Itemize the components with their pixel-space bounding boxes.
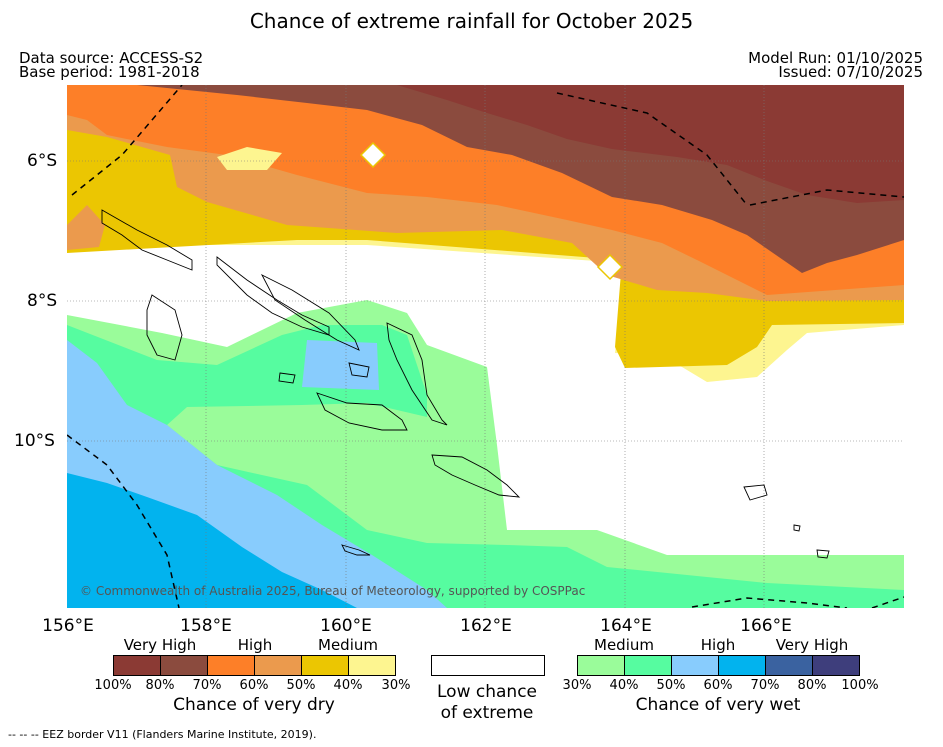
dry-60-blob [67,205,105,250]
wet-swatch-40 [624,655,672,676]
dry-swatch-70 [207,655,255,676]
dry-swatch-100 [113,655,161,676]
low-chance-line1: Low chance [437,682,537,702]
dry-category-medium: Medium [318,636,378,654]
wet-percent: 30% [562,678,592,693]
lat-label-6s: 6°S [27,151,58,171]
lat-label-10s: 10°S [14,431,55,451]
rennell [341,544,371,556]
dry-legend-caption: Chance of very dry [173,695,335,715]
wet-percent: 70% [750,678,780,693]
island-outlines [101,209,830,559]
wet-swatch-80 [812,655,860,676]
wet-percent: 60% [703,678,733,693]
utupua [793,524,801,532]
wet-category-high: High [700,636,736,654]
lon-label-164e: 164°E [600,616,652,636]
wet-swatch-60 [718,655,766,676]
dry-percent: 100% [94,678,132,693]
dry-category-high: High [237,636,273,654]
russell [278,372,296,384]
lon-label-162e: 162°E [460,616,512,636]
wet-legend-caption: Chance of very wet [635,695,801,715]
map-credit: © Commonwealth of Australia 2025, Bureau… [80,584,586,598]
wet-swatch-70 [765,655,813,676]
dry-percent: 70% [192,678,222,693]
rainfall-map: © Commonwealth of Australia 2025, Bureau… [67,85,904,608]
low-chance-line2: of extreme [440,703,534,723]
wet-percent: 100% [841,678,879,693]
bougainville [101,209,193,271]
wet-swatch-30 [577,655,625,676]
santa-isabel [260,273,360,351]
makira [431,454,521,498]
low-chance-swatch [431,655,545,676]
wet-50-patch [302,340,379,390]
lat-label-8s: 8°S [27,291,58,311]
eez-footnote: -- -- -- EEZ border V11 (Flanders Marine… [8,728,317,741]
santa-cruz [743,484,768,501]
vanikoro [816,549,830,559]
lon-label-156e: 156°E [42,616,94,636]
dry-percent: 80% [145,678,175,693]
base-period: Base period: 1981-2018 [19,63,200,81]
dry-percent: 60% [239,678,269,693]
graticule [67,85,904,608]
new-georgia [146,294,183,361]
wet-percent: 40% [609,678,639,693]
dry-swatch-40 [348,655,396,676]
wet-category-very-high: Very High [775,636,849,654]
guadalcanal [316,392,408,431]
dry-swatch-50 [301,655,349,676]
lon-label-160e: 160°E [320,616,372,636]
malaita [386,322,448,426]
wet-category-medium: Medium [594,636,654,654]
lon-label-158e: 158°E [180,616,232,636]
eez-border [67,85,904,608]
dry-swatch-60 [254,655,302,676]
model-run: Model Run: 01/10/2025 [748,49,923,67]
dry-percent: 40% [333,678,363,693]
dry-40-inner [217,147,282,170]
issued-date: Issued: 07/10/2025 [778,63,923,81]
chart-title: Chance of extreme rainfall for October 2… [249,9,694,33]
dry-percent: 50% [286,678,316,693]
lon-label-166e: 166°E [740,616,792,636]
data-source: Data source: ACCESS-S2 [19,49,204,67]
wet-percent: 50% [656,678,686,693]
dry-category-very-high: Very High [123,636,197,654]
marker-diamond [359,141,387,169]
wet-percent: 80% [797,678,827,693]
dry-percent: 30% [381,678,411,693]
wet-swatch-50 [671,655,719,676]
marker-diamond [596,253,624,281]
dry-100-region [397,85,904,203]
nggela [348,362,370,378]
wet-60-region [67,473,357,608]
dry-swatch-80 [160,655,208,676]
